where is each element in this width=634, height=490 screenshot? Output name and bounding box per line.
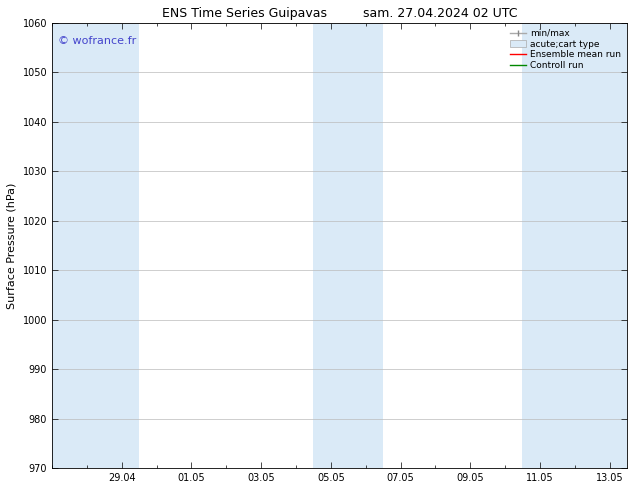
Bar (52, 23, 139, 468)
Legend: min/max, acute;cart type, Ensemble mean run, Controll run: min/max, acute;cart type, Ensemble mean … (508, 27, 623, 72)
Title: ENS Time Series Guipavas         sam. 27.04.2024 02 UTC: ENS Time Series Guipavas sam. 27.04.2024… (162, 7, 517, 20)
Text: © wofrance.fr: © wofrance.fr (58, 36, 136, 46)
Bar (522, 23, 627, 468)
Y-axis label: Surface Pressure (hPa): Surface Pressure (hPa) (7, 182, 17, 309)
Bar (313, 23, 383, 468)
